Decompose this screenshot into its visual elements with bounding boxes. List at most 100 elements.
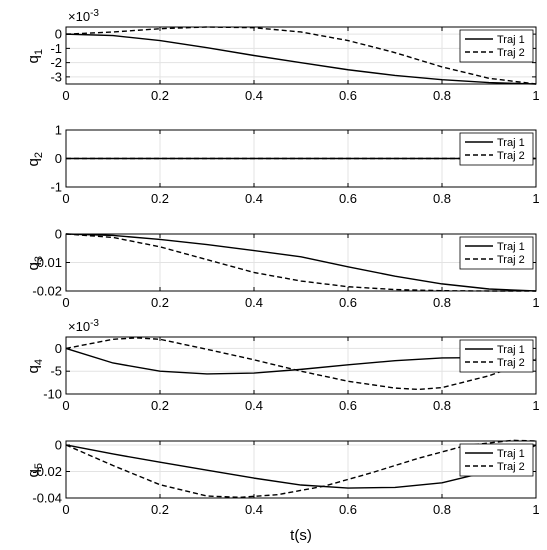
plot-area — [66, 441, 536, 498]
x-tick-label: 0.6 — [339, 398, 357, 413]
y-tick-label: 0 — [55, 341, 62, 356]
legend-label-traj-2: Traj 2 — [497, 254, 525, 266]
legend-box — [459, 339, 534, 373]
axes-box — [65, 336, 537, 395]
legend-label-traj-2: Traj 2 — [497, 47, 525, 59]
x-axis-label: t(s) — [290, 527, 312, 544]
x-tick-label: 0.2 — [151, 88, 169, 103]
y-tick-label: -1 — [50, 180, 62, 195]
axis-multiplier: ×10-3 — [68, 318, 99, 334]
x-tick-label: 0.6 — [339, 295, 357, 310]
y-tick-label: -0.01 — [32, 255, 62, 270]
multiplier-base: ×10 — [68, 9, 90, 24]
y-axis-label-text: q — [25, 469, 42, 477]
y-tick-label: -5 — [50, 364, 62, 379]
series-line-traj-2 — [65, 439, 537, 499]
y-tick-label: -0.02 — [32, 284, 62, 299]
x-tick-label: 0.2 — [151, 295, 169, 310]
y-axis-label-text: q — [25, 55, 42, 63]
x-tick-label: 0 — [62, 398, 69, 413]
x-tick-label: 0.8 — [433, 398, 451, 413]
x-tick-label: 0 — [62, 502, 69, 517]
y-tick-label: 0 — [55, 227, 62, 242]
x-tick-label: 0.4 — [245, 295, 263, 310]
y-axis-label: q3 — [25, 256, 45, 270]
x-tick-label: 1 — [532, 398, 539, 413]
x-tick-label: 0.8 — [433, 191, 451, 206]
axis-multiplier: ×10-3 — [68, 8, 99, 24]
x-tick-label: 1 — [532, 191, 539, 206]
legend-label-traj-1: Traj 1 — [497, 344, 525, 356]
y-axis-label: q2 — [25, 152, 45, 166]
y-tick-label: -1 — [50, 41, 62, 56]
x-tick-label: 0.4 — [245, 502, 263, 517]
y-tick-label: -2 — [50, 55, 62, 70]
x-tick-label: 0.6 — [339, 502, 357, 517]
y-tick-label: 0 — [55, 151, 62, 166]
y-axis-label-subscript: 4 — [33, 359, 45, 365]
y-axis-label: q1 — [25, 49, 45, 63]
legend-label-traj-2: Traj 2 — [497, 461, 525, 473]
multiplier-exponent: -3 — [90, 8, 99, 19]
y-axis-label-subscript: 3 — [33, 256, 45, 262]
legend-box — [459, 236, 534, 270]
legend-label-traj-1: Traj 1 — [497, 241, 525, 253]
series-line-traj-1 — [65, 33, 537, 85]
y-axis-label-subscript: 2 — [33, 152, 45, 158]
subplot-q5: 0 0.2 0.4 0.6 0.8 1 0 -0.02 -0.04 q5 t(s) Traj 1Tra… — [25, 437, 540, 544]
y-tick-label: -3 — [50, 69, 62, 84]
legend-label-traj-1: Traj 1 — [497, 137, 525, 149]
axes-box — [65, 440, 537, 499]
plot-area — [66, 27, 536, 84]
x-tick-label: 0.6 — [339, 88, 357, 103]
axes-box — [65, 26, 537, 85]
x-tick-label: 0.2 — [151, 191, 169, 206]
y-axis-label: q4 — [25, 359, 45, 373]
x-tick-label: 1 — [532, 295, 539, 310]
x-tick-label: 0.4 — [245, 88, 263, 103]
x-tick-label: 0 — [62, 191, 69, 206]
y-axis-label: q5 — [25, 463, 45, 477]
plot-area — [66, 337, 536, 394]
y-axis-label-text: q — [25, 158, 42, 166]
y-axis-label-text: q — [25, 365, 42, 373]
x-tick-label: 0.2 — [151, 502, 169, 517]
legend-label-traj-1: Traj 1 — [497, 448, 525, 460]
y-axis-label-subscript: 1 — [33, 49, 45, 55]
legend-label-traj-2: Traj 2 — [497, 357, 525, 369]
series-line-traj-2 — [65, 233, 536, 292]
y-tick-label: -10 — [43, 387, 62, 402]
x-tick-label: 1 — [532, 502, 539, 517]
x-tick-label: 0 — [62, 88, 69, 103]
x-tick-label: 0.4 — [245, 191, 263, 206]
x-tick-label: 0.8 — [433, 295, 451, 310]
y-tick-label: 0 — [55, 437, 62, 452]
y-tick-label: -0.04 — [32, 491, 62, 506]
series-line-traj-1 — [65, 233, 537, 292]
x-tick-label: 0.4 — [245, 398, 263, 413]
multiplier-base: ×10 — [68, 319, 90, 334]
series-line-traj-1 — [65, 444, 537, 489]
legend-label-traj-2: Traj 2 — [497, 150, 525, 162]
x-tick-label: 0 — [62, 295, 69, 310]
x-tick-label: 0.8 — [433, 502, 451, 517]
y-tick-label: -0.02 — [32, 464, 62, 479]
legend-box — [459, 29, 534, 63]
x-tick-label: 1 — [532, 88, 539, 103]
x-tick-label: 0.2 — [151, 398, 169, 413]
y-axis-label-subscript: 5 — [33, 463, 45, 469]
series-line-traj-1 — [65, 347, 537, 375]
legend-box — [459, 443, 534, 477]
y-tick-label: 0 — [55, 27, 62, 42]
